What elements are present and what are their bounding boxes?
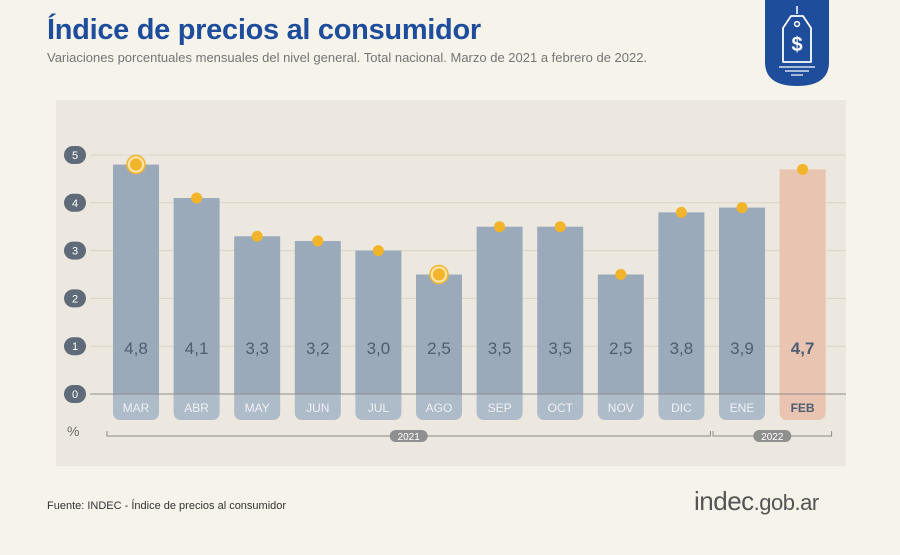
category-label-nov: NOV [608, 401, 634, 415]
y-tick-label-4: 4 [72, 198, 78, 210]
bar-ago [416, 274, 462, 394]
bar-feb [779, 169, 826, 394]
marker-dic [675, 206, 687, 218]
y-tick-pill-1 [64, 337, 86, 356]
category-pill-top-abr [173, 394, 220, 402]
category-pill-top-nov [597, 394, 644, 402]
chart-panel: 0 1 2 3 4 5% 4,8 MAR 4,1 ABR 3,3 MAY 3,2 JUN 3,0 JUL 2,5… [56, 100, 846, 466]
marker-ene [736, 202, 748, 214]
bar-abr [173, 198, 220, 394]
category-pill-top-oct [537, 394, 584, 402]
y-tick-label-2: 2 [72, 293, 78, 305]
category-label-sep: SEP [488, 401, 512, 415]
marker-jul [372, 245, 384, 257]
value-label-ene: 3,9 [730, 339, 754, 358]
y-tick-pill-4 [64, 193, 86, 212]
value-label-jun: 3,2 [306, 339, 330, 358]
category-label-dic: DIC [671, 401, 692, 415]
y-tick-pill-5 [64, 146, 86, 164]
category-label-mar: MAR [123, 401, 150, 415]
category-pill-top-sep [476, 394, 523, 402]
marker-oct [554, 221, 566, 233]
bar-sep [476, 226, 523, 394]
value-label-oct: 3,5 [548, 339, 572, 358]
y-tick-pill-3 [64, 241, 86, 260]
marker-feb [797, 163, 809, 175]
marker-nov [615, 269, 627, 280]
category-label-jul: JUL [368, 401, 390, 415]
category-pill-top-jul [355, 394, 402, 402]
year-label-2021: 2021 [398, 432, 421, 443]
marker-abr [191, 192, 203, 204]
marker-jun [312, 235, 324, 247]
bar-jul [355, 250, 402, 394]
category-pill-top-may [234, 394, 281, 402]
bar-oct [537, 226, 584, 394]
category-pill-top-feb [779, 394, 826, 402]
value-label-nov: 2,5 [609, 339, 633, 358]
bar-mar [113, 164, 159, 394]
y-axis-label: % [67, 423, 79, 439]
y-tick-label-0: 0 [72, 389, 78, 401]
marker-ago [433, 268, 445, 281]
bar-ene [719, 207, 765, 394]
category-pill-top-mar [113, 394, 159, 402]
y-tick-label-1: 1 [72, 341, 78, 353]
value-label-dic: 3,8 [670, 339, 694, 358]
value-label-jul: 3,0 [367, 339, 391, 358]
bar-dic [658, 212, 705, 394]
value-label-abr: 4,1 [185, 339, 209, 358]
y-tick-pill-0 [64, 385, 86, 403]
category-label-feb: FEB [791, 401, 815, 415]
category-label-ene: ENE [730, 401, 755, 415]
category-label-may: MAY [245, 401, 270, 415]
marker-mar [130, 158, 142, 171]
y-tick-pill-2 [64, 289, 86, 308]
y-tick-label-3: 3 [72, 246, 78, 258]
bar-nov [597, 274, 644, 394]
y-tick-label-5: 5 [72, 150, 78, 162]
category-label-abr: ABR [184, 401, 209, 415]
category-label-ago: AGO [426, 401, 453, 415]
value-label-sep: 3,5 [488, 339, 512, 358]
indec-logo: indec.gob.ar [694, 486, 819, 517]
year-label-2022: 2022 [761, 432, 784, 443]
logo-domain: .gob.ar [753, 490, 820, 515]
bar-chart: 0 1 2 3 4 5% 4,8 MAR 4,1 ABR 3,3 MAY 3,2 JUN 3,0 JUL 2,5… [64, 146, 846, 443]
svg-text:$: $ [791, 34, 802, 56]
bar-jun [294, 241, 341, 394]
category-label-jun: JUN [306, 401, 329, 415]
page-title: Índice de precios al consumidor [47, 14, 481, 46]
value-label-mar: 4,8 [124, 339, 148, 358]
year-pill-2022 [753, 430, 792, 442]
value-label-may: 3,3 [245, 339, 269, 358]
value-label-ago: 2,5 [427, 339, 451, 358]
category-pill-top-dic [658, 394, 705, 402]
year-pill-2021 [389, 430, 428, 442]
marker-may [251, 230, 263, 242]
marker-sep [494, 221, 506, 233]
source-note: Fuente: INDEC - Índice de precios al con… [47, 500, 287, 512]
category-pill-top-jun [294, 394, 341, 402]
page-subtitle: Variaciones porcentuales mensuales del n… [47, 50, 648, 65]
price-tag-dollar-icon: $ [765, 0, 829, 86]
category-label-oct: OCT [548, 401, 574, 415]
bar-may [234, 236, 281, 394]
category-pill-top-ene [719, 394, 765, 402]
category-pill-top-ago [416, 394, 462, 402]
logo-main: indec [694, 486, 754, 516]
value-label-feb: 4,7 [791, 339, 815, 358]
